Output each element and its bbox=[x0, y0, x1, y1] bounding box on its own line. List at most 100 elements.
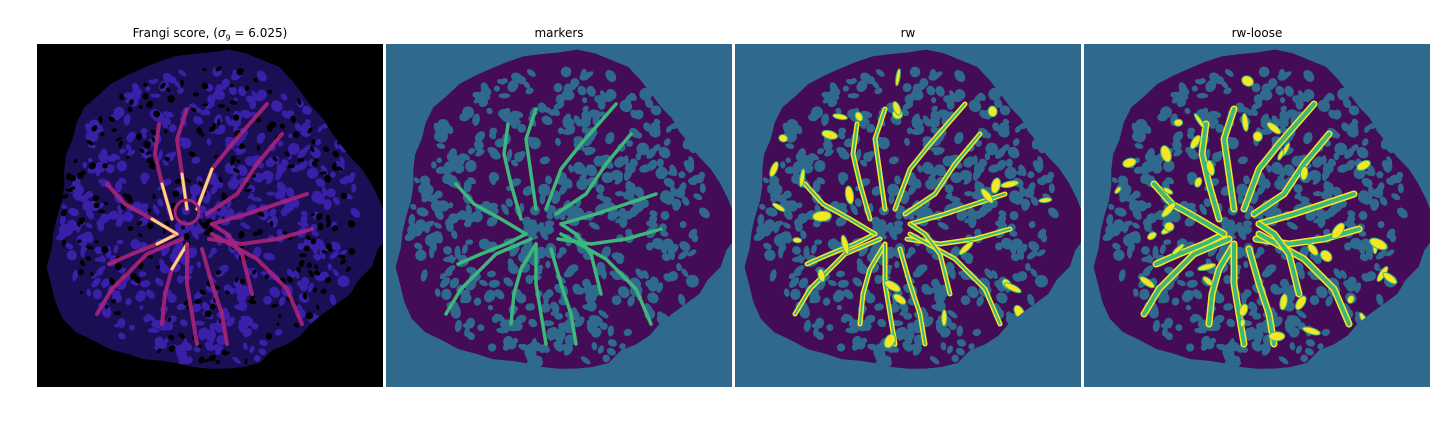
detected-segment bbox=[1194, 176, 1203, 188]
detected-segment bbox=[799, 168, 806, 188]
vessel-bright bbox=[180, 172, 189, 211]
rw-image bbox=[735, 44, 1081, 387]
vessel-fill bbox=[904, 133, 981, 215]
vessel-marker bbox=[534, 242, 548, 346]
detected-segment bbox=[1197, 263, 1217, 271]
detected-segment bbox=[1369, 237, 1388, 251]
tissue bbox=[1093, 49, 1430, 369]
detected-segment bbox=[812, 210, 832, 222]
detected-segment bbox=[832, 113, 848, 121]
vessel-marker bbox=[509, 242, 538, 326]
detected-segment bbox=[1146, 231, 1157, 241]
detected-segment bbox=[1346, 294, 1355, 304]
vessel-bright bbox=[160, 182, 174, 221]
panel-title-rw-loose: rw-loose bbox=[1231, 26, 1283, 40]
vessel-marker bbox=[444, 237, 533, 316]
vessel-fill bbox=[1257, 192, 1356, 226]
detected-segment bbox=[769, 161, 779, 178]
detected-segment bbox=[1205, 159, 1215, 176]
detected-segment bbox=[892, 100, 902, 116]
detected-segment bbox=[1171, 243, 1185, 256]
detected-segment bbox=[771, 202, 786, 212]
vessel bbox=[210, 222, 254, 296]
detected-segment bbox=[792, 237, 803, 244]
detected-segment bbox=[1161, 201, 1177, 218]
detected-segment bbox=[1277, 149, 1285, 161]
vessel-fill bbox=[1242, 102, 1316, 211]
detected-segment bbox=[1382, 272, 1398, 285]
detected-segment bbox=[821, 129, 838, 140]
vessel-marker bbox=[549, 247, 578, 346]
detected-segment bbox=[941, 309, 948, 327]
vessel-fill bbox=[851, 123, 871, 220]
detected-segment bbox=[1000, 180, 1019, 189]
rw-loose-image bbox=[1084, 44, 1430, 387]
detected-segment bbox=[817, 268, 826, 283]
vessel-fill bbox=[806, 233, 876, 265]
detected-segment bbox=[1241, 112, 1249, 132]
detected-segment bbox=[1038, 197, 1053, 204]
detected-segment bbox=[1307, 243, 1319, 256]
detected-segment bbox=[1252, 131, 1263, 142]
markers-image bbox=[386, 44, 732, 387]
tissue bbox=[46, 49, 383, 369]
vessel-marker bbox=[524, 107, 538, 211]
rw-loose-canvas bbox=[1084, 44, 1430, 387]
vessel-fill bbox=[1142, 237, 1231, 316]
detected-segment bbox=[1160, 145, 1172, 163]
detected-segment bbox=[1238, 303, 1249, 317]
vessel bbox=[95, 237, 184, 316]
vessel-fill bbox=[859, 243, 886, 325]
detected-segment bbox=[990, 177, 1001, 194]
detected-segment bbox=[883, 279, 901, 293]
vessel-fill bbox=[1199, 122, 1221, 221]
detected-segment bbox=[1300, 165, 1309, 181]
panel-title-rw: rw bbox=[900, 26, 916, 40]
panel-title-markers: markers bbox=[534, 26, 584, 40]
detected-segment bbox=[893, 293, 907, 305]
vessel-fill bbox=[1154, 232, 1226, 266]
vessel-fill bbox=[804, 183, 876, 235]
detected-segment bbox=[1003, 282, 1022, 294]
texture-blobs bbox=[56, 67, 361, 367]
vessel-marker bbox=[559, 192, 658, 226]
vessel-marker bbox=[559, 222, 603, 296]
detected-segment bbox=[1202, 276, 1214, 287]
detected-segment bbox=[840, 234, 850, 255]
tissue bbox=[744, 49, 1081, 369]
vessel bbox=[210, 192, 309, 226]
vessel-marker bbox=[502, 122, 523, 221]
vessel-bright bbox=[170, 242, 189, 271]
vessel-fill bbox=[873, 108, 886, 210]
detected-segment bbox=[1193, 113, 1206, 129]
vessel bbox=[200, 247, 229, 346]
detected-segment bbox=[1294, 295, 1307, 311]
detected-segment bbox=[980, 188, 994, 204]
markers-canvas bbox=[386, 44, 732, 387]
vessel-marker bbox=[456, 232, 528, 266]
detected-segment bbox=[1122, 157, 1137, 168]
vessel-fill bbox=[899, 248, 926, 345]
detected-segment bbox=[1163, 221, 1175, 232]
vessel-marker bbox=[454, 182, 528, 236]
vessel-fill bbox=[1221, 107, 1236, 211]
vessel bbox=[205, 132, 284, 216]
detected-segment bbox=[1356, 159, 1371, 171]
detected-segment bbox=[1279, 293, 1288, 311]
detected-segment bbox=[1266, 121, 1282, 135]
detected-segment bbox=[1114, 186, 1122, 195]
vessel-bright bbox=[155, 232, 179, 246]
vessel-fill bbox=[1152, 182, 1226, 236]
vessel bbox=[185, 242, 199, 346]
detected-segment bbox=[844, 185, 855, 205]
vessel-fill bbox=[1257, 222, 1301, 296]
detected-segment bbox=[854, 111, 864, 122]
rw-canvas bbox=[735, 44, 1081, 387]
vessel-marker bbox=[544, 102, 618, 211]
detected-segment bbox=[1162, 187, 1174, 195]
vessel-fill bbox=[1252, 132, 1331, 216]
vessel-marker bbox=[554, 132, 633, 216]
vessel-fill bbox=[909, 223, 951, 295]
vessel-ring bbox=[173, 198, 201, 226]
frangi-score-image bbox=[37, 44, 383, 387]
